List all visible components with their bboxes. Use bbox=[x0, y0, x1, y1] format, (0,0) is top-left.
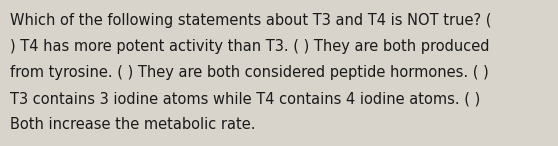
Text: Which of the following statements about T3 and T4 is NOT true? (: Which of the following statements about … bbox=[10, 13, 492, 28]
Text: from tyrosine. ( ) They are both considered peptide hormones. ( ): from tyrosine. ( ) They are both conside… bbox=[10, 65, 489, 80]
Text: ) T4 has more potent activity than T3. ( ) They are both produced: ) T4 has more potent activity than T3. (… bbox=[10, 39, 489, 54]
Text: Both increase the metabolic rate.: Both increase the metabolic rate. bbox=[10, 117, 256, 132]
Text: T3 contains 3 iodine atoms while T4 contains 4 iodine atoms. ( ): T3 contains 3 iodine atoms while T4 cont… bbox=[10, 91, 480, 106]
